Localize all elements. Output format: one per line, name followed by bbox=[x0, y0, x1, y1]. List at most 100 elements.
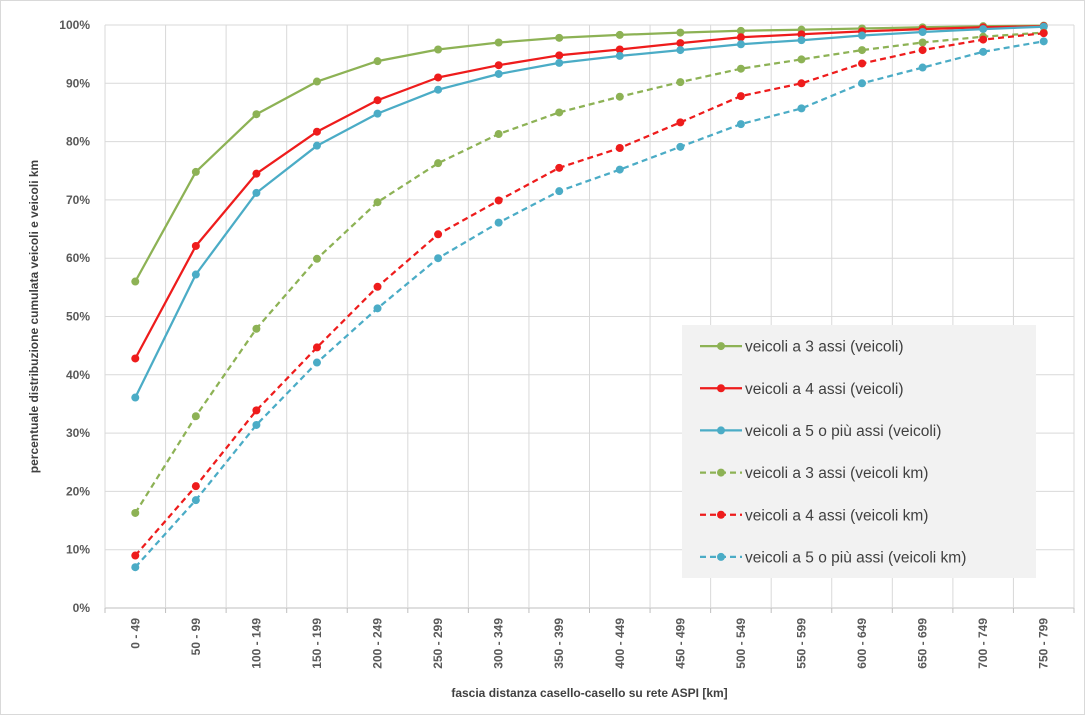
legend-label: veicoli a 5 o più assi (veicoli) bbox=[745, 423, 941, 440]
data-point bbox=[676, 39, 685, 48]
data-point bbox=[555, 108, 564, 117]
x-tick-label: 650 - 699 bbox=[916, 618, 930, 669]
y-tick-label: 70% bbox=[66, 193, 90, 207]
legend-label: veicoli a 3 assi (veicoli km) bbox=[745, 465, 928, 482]
series-line bbox=[134, 24, 1044, 283]
x-tick-label: 450 - 499 bbox=[673, 618, 687, 669]
data-point bbox=[676, 142, 685, 151]
data-point bbox=[918, 38, 927, 47]
data-point bbox=[1039, 22, 1048, 31]
data-point bbox=[1039, 37, 1048, 46]
data-point bbox=[797, 104, 806, 113]
data-point bbox=[131, 277, 140, 286]
y-tick-label: 80% bbox=[66, 135, 90, 149]
data-point bbox=[373, 57, 382, 66]
x-tick-label: 600 - 649 bbox=[855, 618, 869, 669]
y-tick-label: 20% bbox=[66, 484, 90, 498]
legend-label: veicoli a 4 assi (veicoli) bbox=[745, 381, 904, 398]
data-point bbox=[736, 26, 745, 35]
y-axis: 0% 10% 20% 30% 40% 50% 60% 70% 80% 90% 100% bbox=[59, 18, 90, 615]
data-point bbox=[252, 420, 261, 429]
x-tick-label: 300 - 349 bbox=[492, 618, 506, 669]
data-point bbox=[615, 144, 624, 153]
x-tick-label: 350 - 399 bbox=[552, 618, 566, 669]
data-point bbox=[131, 563, 140, 572]
data-point bbox=[191, 482, 200, 491]
x-tick-label: 100 - 149 bbox=[249, 618, 263, 669]
data-point bbox=[434, 85, 443, 94]
x-tick-label: 750 - 799 bbox=[1037, 618, 1051, 669]
data-point bbox=[131, 508, 140, 517]
data-point bbox=[615, 51, 624, 60]
x-tick-label: 0 - 49 bbox=[128, 618, 142, 649]
data-point bbox=[252, 169, 261, 178]
series-line bbox=[134, 31, 1044, 514]
x-axis: 0 - 49 50 - 99 100 - 149 150 - 199 200 - 249… bbox=[104, 608, 1075, 669]
legend-marker bbox=[717, 552, 725, 561]
data-point bbox=[312, 77, 321, 86]
data-point bbox=[312, 254, 321, 263]
y-tick-label: 50% bbox=[66, 310, 90, 324]
data-point bbox=[797, 36, 806, 45]
legend-box bbox=[682, 325, 1036, 578]
y-tick-label: 30% bbox=[66, 426, 90, 440]
data-point bbox=[979, 25, 988, 34]
data-point bbox=[191, 412, 200, 421]
x-tick-label: 250 - 299 bbox=[431, 618, 445, 669]
data-point bbox=[979, 35, 988, 44]
data-point bbox=[312, 358, 321, 367]
data-point bbox=[373, 198, 382, 207]
y-tick-label: 100% bbox=[59, 18, 90, 32]
data-point bbox=[736, 64, 745, 73]
x-tick-label: 700 - 749 bbox=[976, 618, 990, 669]
legend-label: veicoli a 4 assi (veicoli km) bbox=[745, 507, 928, 524]
legend: veicoli a 3 assi (veicoli) veicoli a 4 as… bbox=[682, 325, 1036, 578]
data-point bbox=[434, 230, 443, 239]
y-tick-label: 40% bbox=[66, 368, 90, 382]
y-tick-label: 90% bbox=[66, 76, 90, 90]
legend-marker bbox=[717, 510, 725, 519]
y-tick-label: 0% bbox=[73, 601, 91, 615]
data-point bbox=[494, 196, 503, 205]
data-point bbox=[252, 406, 261, 415]
data-point bbox=[615, 165, 624, 174]
data-point bbox=[191, 270, 200, 279]
data-point bbox=[918, 63, 927, 72]
series-layer bbox=[131, 21, 1048, 572]
series-line bbox=[134, 40, 1044, 568]
data-point bbox=[191, 496, 200, 505]
x-tick-label: 550 - 599 bbox=[794, 618, 808, 669]
data-point bbox=[494, 69, 503, 78]
data-point bbox=[676, 46, 685, 55]
data-point bbox=[191, 167, 200, 176]
data-point bbox=[555, 187, 564, 196]
legend-marker bbox=[717, 426, 725, 435]
data-point bbox=[252, 110, 261, 119]
data-point bbox=[434, 159, 443, 168]
data-point bbox=[676, 118, 685, 127]
data-point bbox=[434, 73, 443, 82]
data-point bbox=[797, 55, 806, 64]
data-point bbox=[555, 33, 564, 42]
legend-label: veicoli a 5 o più assi (veicoli km) bbox=[745, 549, 966, 566]
data-point bbox=[494, 130, 503, 139]
data-point bbox=[858, 79, 867, 88]
series-line bbox=[134, 32, 1044, 557]
data-point bbox=[918, 27, 927, 36]
x-axis-title: fascia distanza casello-casello su rete … bbox=[451, 686, 727, 700]
legend-label: veicoli a 3 assi (veicoli) bbox=[745, 339, 904, 356]
x-tick-label: 50 - 99 bbox=[189, 618, 203, 656]
data-point bbox=[555, 58, 564, 67]
y-tick-label: 60% bbox=[66, 251, 90, 265]
x-tick-label: 400 - 449 bbox=[613, 618, 627, 669]
data-point bbox=[373, 109, 382, 118]
data-point bbox=[191, 241, 200, 250]
data-point bbox=[494, 218, 503, 227]
legend-marker bbox=[717, 384, 725, 393]
x-tick-label: 200 - 249 bbox=[371, 618, 385, 669]
data-point bbox=[615, 30, 624, 39]
x-tick-label: 500 - 549 bbox=[734, 618, 748, 669]
data-point bbox=[797, 79, 806, 88]
data-point bbox=[434, 254, 443, 263]
